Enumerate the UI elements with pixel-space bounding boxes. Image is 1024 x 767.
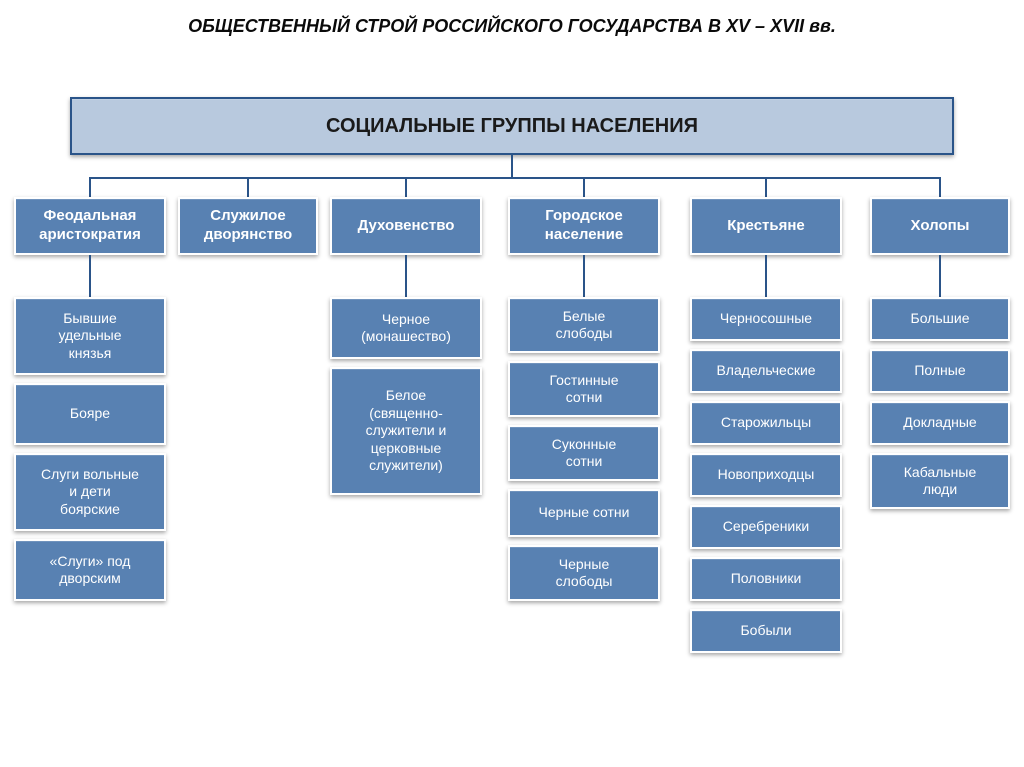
leaf-slaves-1: Полные <box>870 349 1010 393</box>
leaf-aristocracy-2: Слуги вольныеи детибоярские <box>14 453 166 531</box>
connector <box>405 255 407 297</box>
leaf-clergy-1: Белое(священно-служители ицерковныеслужи… <box>330 367 482 495</box>
leaf-peasants-2: Старожильцы <box>690 401 842 445</box>
leaf-peasants-5-label: Половники <box>731 570 802 588</box>
connector <box>511 155 513 177</box>
category-aristocracy-label: Феодальнаяаристократия <box>39 207 141 245</box>
category-slaves: Холопы <box>870 197 1010 255</box>
connector <box>765 255 767 297</box>
leaf-slaves-3-label: Кабальныелюди <box>904 464 976 499</box>
category-slaves-label: Холопы <box>911 217 970 236</box>
connector <box>939 255 941 297</box>
leaf-townsfolk-0: Белыеслободы <box>508 297 660 353</box>
leaf-peasants-3: Новоприходцы <box>690 453 842 497</box>
connector <box>765 177 767 197</box>
leaf-slaves-2-label: Докладные <box>903 414 976 432</box>
connector <box>247 177 249 197</box>
category-clergy: Духовенство <box>330 197 482 255</box>
leaf-clergy-0-label: Черное(монашество) <box>361 311 451 346</box>
connector <box>405 177 407 197</box>
connector <box>583 177 585 197</box>
connector <box>939 177 941 197</box>
leaf-peasants-4-label: Серебреники <box>723 518 809 536</box>
leaf-peasants-2-label: Старожильцы <box>721 414 811 432</box>
connector <box>89 255 91 297</box>
connector <box>90 177 940 179</box>
category-aristocracy: Феодальнаяаристократия <box>14 197 166 255</box>
leaf-townsfolk-4-label: Черныеслободы <box>556 556 613 591</box>
leaf-aristocracy-2-label: Слуги вольныеи детибоярские <box>41 466 139 519</box>
category-nobility-label: Служилоедворянство <box>204 207 292 245</box>
category-peasants: Крестьяне <box>690 197 842 255</box>
connector <box>583 255 585 297</box>
leaf-peasants-0: Черносошные <box>690 297 842 341</box>
category-peasants-label: Крестьяне <box>727 217 805 236</box>
leaf-peasants-1: Владельческие <box>690 349 842 393</box>
category-nobility: Служилоедворянство <box>178 197 318 255</box>
leaf-townsfolk-1: Гостинныесотни <box>508 361 660 417</box>
leaf-townsfolk-3-label: Черные сотни <box>539 504 630 522</box>
leaf-aristocracy-0-label: Бывшиеудельныекнязья <box>58 310 121 363</box>
leaf-slaves-3: Кабальныелюди <box>870 453 1010 509</box>
root-node-label: СОЦИАЛЬНЫЕ ГРУППЫ НАСЕЛЕНИЯ <box>326 114 698 139</box>
leaf-slaves-0: Большие <box>870 297 1010 341</box>
leaf-peasants-3-label: Новоприходцы <box>718 466 815 484</box>
leaf-aristocracy-3: «Слуги» поддворским <box>14 539 166 601</box>
leaf-townsfolk-3: Черные сотни <box>508 489 660 537</box>
page-title: ОБЩЕСТВЕННЫЙ СТРОЙ РОССИЙСКОГО ГОСУДАРСТ… <box>0 0 1024 47</box>
category-townsfolk-label: Городскоенаселение <box>545 207 623 245</box>
leaf-peasants-6-label: Бобыли <box>740 622 791 640</box>
leaf-slaves-2: Докладные <box>870 401 1010 445</box>
leaf-townsfolk-1-label: Гостинныесотни <box>550 372 619 407</box>
connector <box>89 177 91 197</box>
leaf-townsfolk-2: Суконныесотни <box>508 425 660 481</box>
leaf-townsfolk-2-label: Суконныесотни <box>552 436 617 471</box>
leaf-peasants-5: Половники <box>690 557 842 601</box>
leaf-aristocracy-3-label: «Слуги» поддворским <box>50 553 131 588</box>
leaf-slaves-0-label: Большие <box>911 310 970 328</box>
leaf-clergy-1-label: Белое(священно-служители ицерковныеслужи… <box>366 387 447 475</box>
leaf-townsfolk-4: Черныеслободы <box>508 545 660 601</box>
category-townsfolk: Городскоенаселение <box>508 197 660 255</box>
leaf-peasants-6: Бобыли <box>690 609 842 653</box>
leaf-slaves-1-label: Полные <box>914 362 965 380</box>
leaf-peasants-4: Серебреники <box>690 505 842 549</box>
leaf-townsfolk-0-label: Белыеслободы <box>556 308 613 343</box>
leaf-aristocracy-1: Бояре <box>14 383 166 445</box>
root-node: СОЦИАЛЬНЫЕ ГРУППЫ НАСЕЛЕНИЯ <box>70 97 954 155</box>
leaf-aristocracy-1-label: Бояре <box>70 405 110 423</box>
category-clergy-label: Духовенство <box>358 217 455 236</box>
leaf-clergy-0: Черное(монашество) <box>330 297 482 359</box>
leaf-peasants-0-label: Черносошные <box>720 310 812 328</box>
leaf-peasants-1-label: Владельческие <box>716 362 815 380</box>
leaf-aristocracy-0: Бывшиеудельныекнязья <box>14 297 166 375</box>
